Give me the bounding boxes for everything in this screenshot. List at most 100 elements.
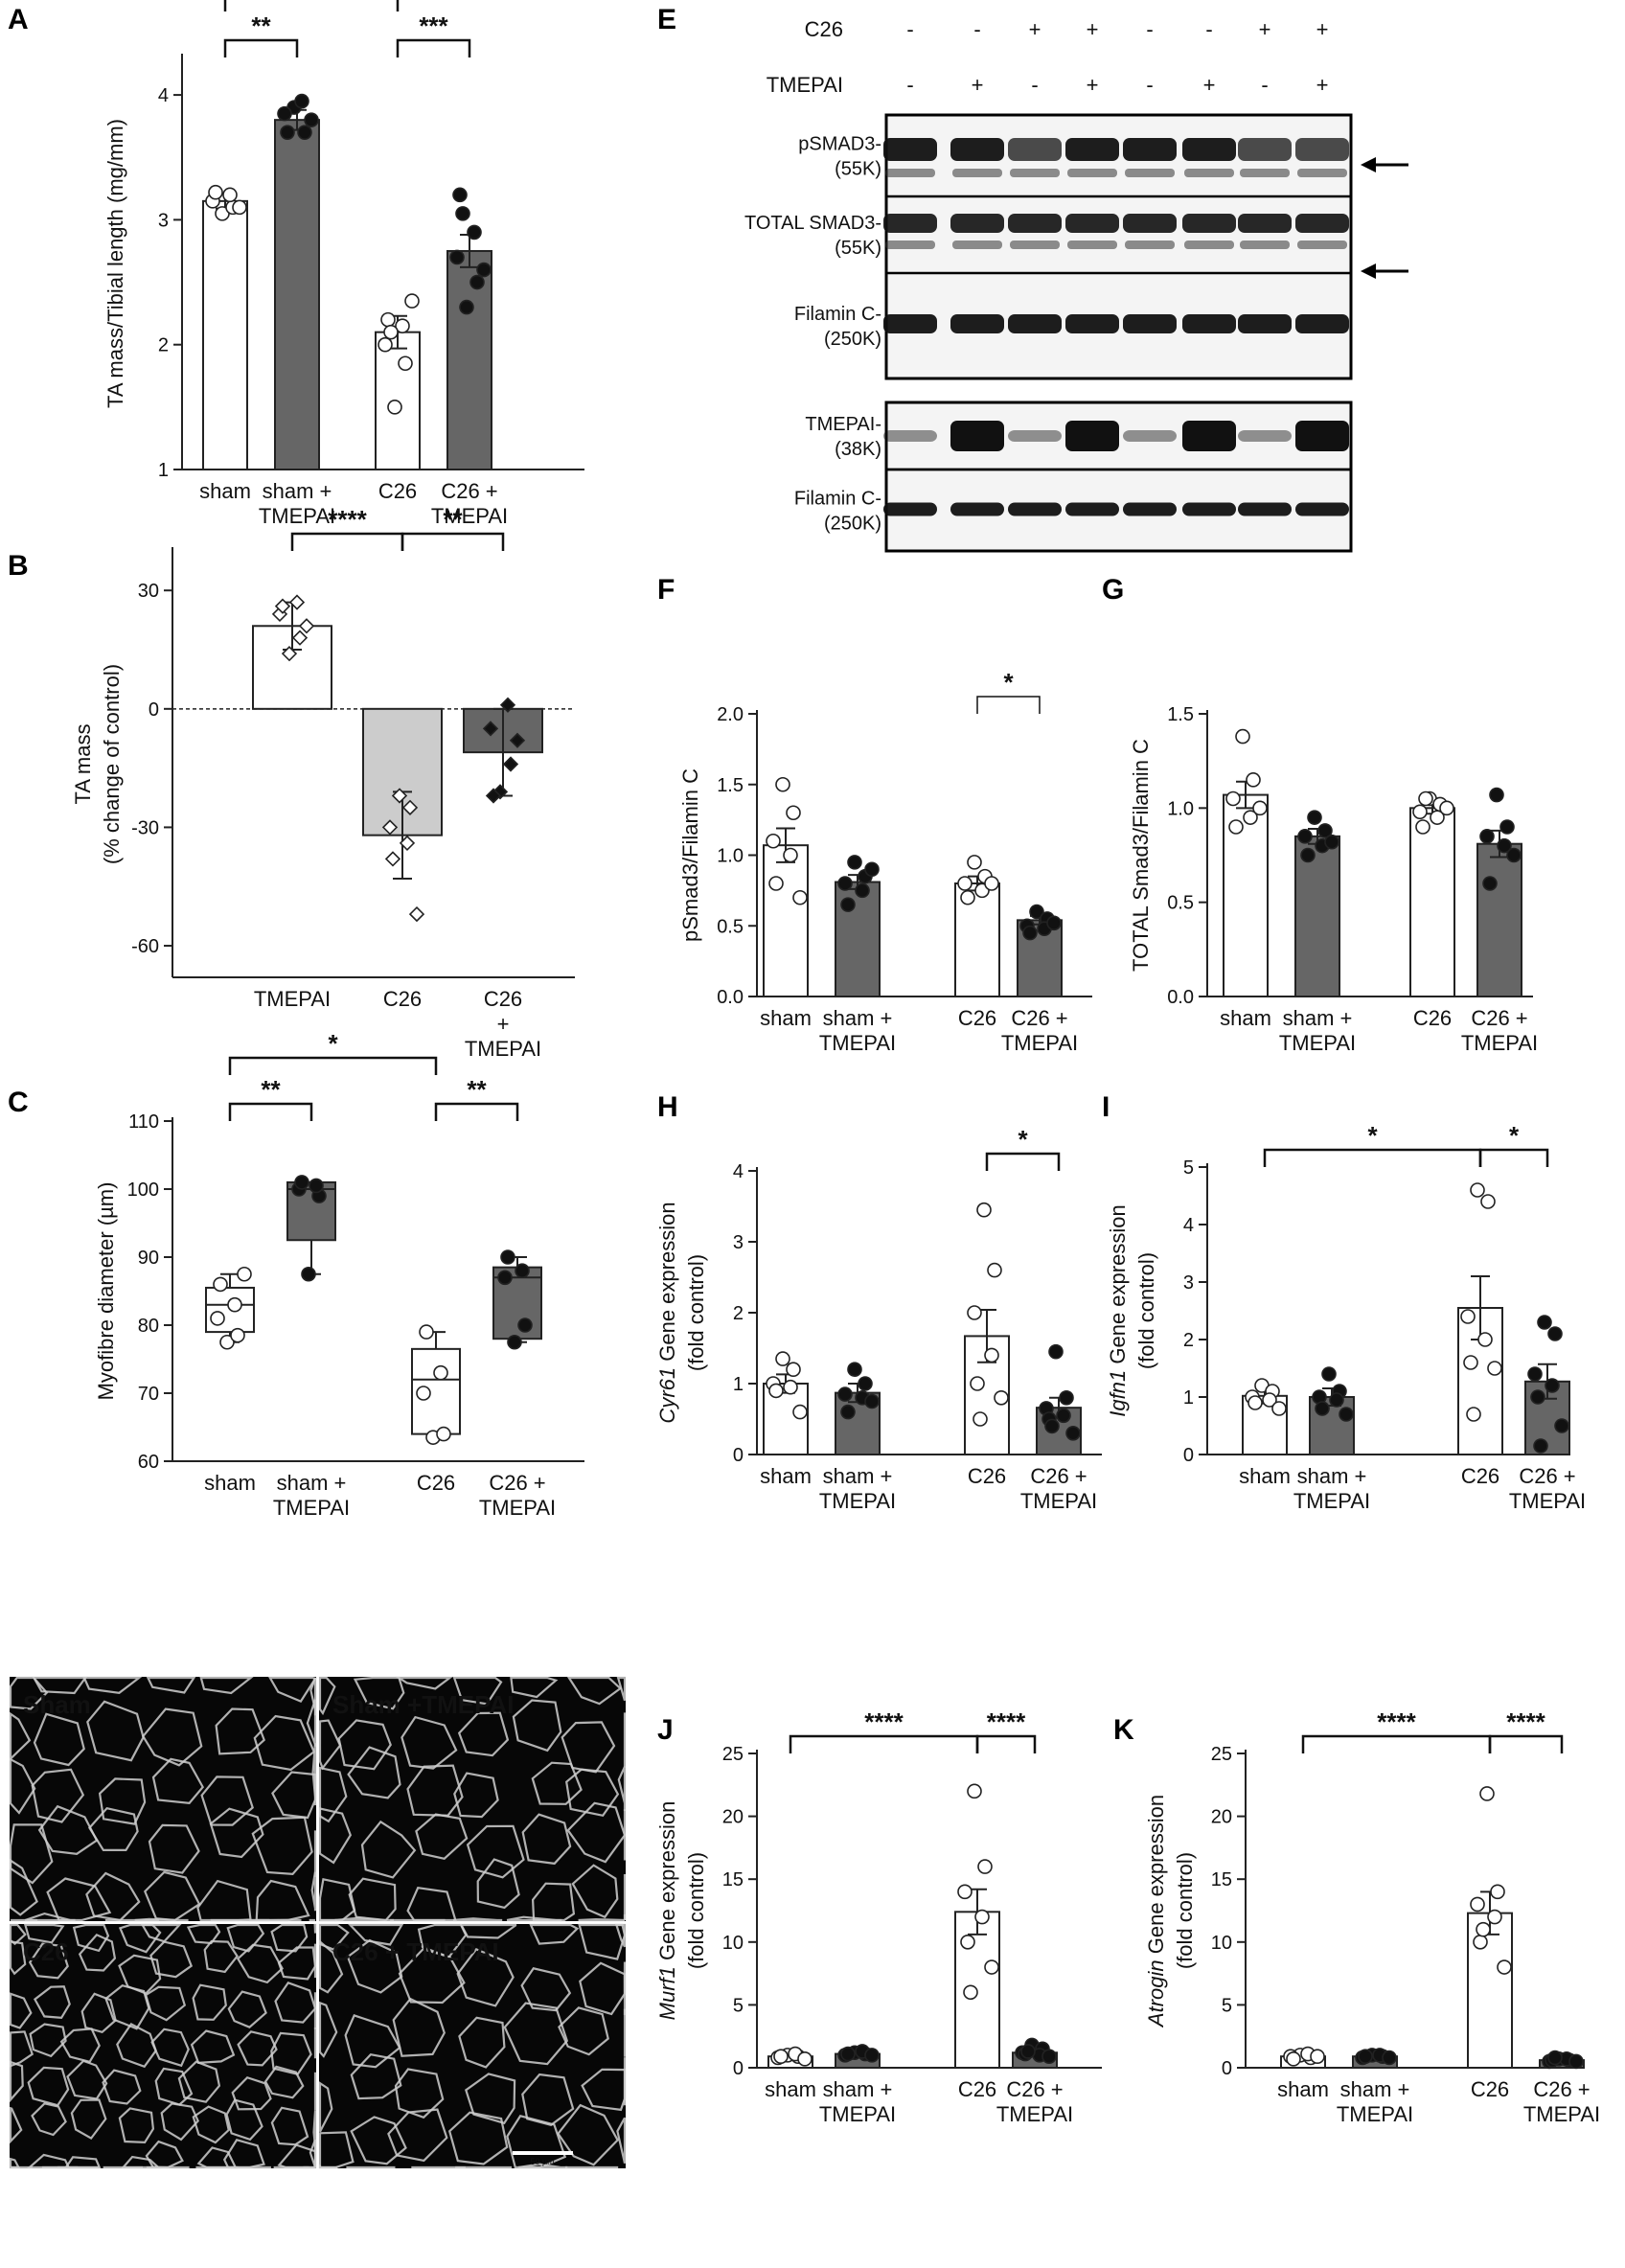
data-point [1022,925,1038,941]
data-point [783,847,798,863]
x-category-label: C26 + [1533,2077,1590,2101]
x-category-label: C26 [968,1464,1006,1488]
myofibre-outline [452,1676,503,1706]
data-point [476,262,492,278]
data-point [436,1426,451,1442]
data-point [1489,787,1504,803]
data-point [1506,847,1522,863]
data-point [232,199,247,216]
myofibre-outline [144,1985,187,2022]
data-point [380,311,396,328]
myofibre-outline [616,2117,627,2165]
data-point [1317,823,1333,838]
data-point [994,1390,1009,1406]
chart-j: J 0 5 10 15 20 25 Murf1 Gene expression (fold co… [655,1707,1102,2126]
significance-bracket [789,1734,979,1753]
x-category-label: C26 [1461,1464,1499,1488]
myofibre-outline [192,1983,227,2021]
x-category-label: TMEPAI [996,2102,1073,2126]
myofibre-outline [311,1743,317,1806]
myofibre-outline [116,2022,157,2069]
data-point [208,184,223,200]
data-point [499,697,516,713]
myofibre-outline [506,1915,562,1922]
x-category-label: TMEPAI [1337,2102,1413,2126]
blot-band-secondary [1184,169,1234,177]
data-point [1286,2051,1301,2067]
myofibre-outline [267,1676,317,1703]
x-category-label: C26 + [1471,1006,1527,1030]
myofibre-outline [344,2014,401,2069]
myofibre-outline [33,1712,85,1767]
panel-letter-g: G [1102,574,1124,606]
data-point [1537,1315,1552,1330]
data-point [1470,1182,1485,1198]
data-point [1321,1366,1337,1382]
significance-bracket [228,1102,313,1121]
blot-band [1238,214,1292,233]
x-category-label: TMEPAI [819,2102,896,2126]
data-point [967,855,982,870]
blot-band [883,138,937,161]
myofibre-outline [518,2163,568,2169]
significance-bracket [985,1152,1061,1171]
blot-band [1065,502,1119,516]
myofibre-outline [88,1806,139,1852]
x-category-label: TMEPAI [254,987,331,1011]
significance-bracket [290,532,404,551]
data-point [517,1317,533,1333]
blot-band [1008,138,1062,161]
blot-band-secondary [1125,241,1175,249]
data-point [1262,1392,1277,1408]
myofibre-outline [82,1676,143,1694]
data-point [987,1262,1002,1278]
data-point [384,851,401,867]
myofibre-outline [31,2102,67,2137]
blot-band [883,214,937,233]
data-point [1480,1194,1496,1209]
x-category-label: TMEPAI [819,1031,896,1055]
x-category-label: TMEPAI [1523,2102,1600,2126]
myofibre-outline [151,1757,205,1804]
y-axis-label-rest: Gene expression [1106,1204,1130,1369]
data-point [963,1984,978,2001]
y-tick-label: 70 [138,1384,159,1405]
y-tick-label: 20 [1211,1807,1232,1828]
significance-bracket [1488,1734,1564,1753]
x-category-label: sham + [1283,1006,1353,1030]
data-point [230,1327,245,1343]
blot-band-secondary [1297,169,1347,177]
myofibre-outline [510,1676,559,1699]
myofibre-outline [347,1923,404,1946]
myofibre-outline [458,2016,506,2069]
blot-band [950,214,1004,233]
bar [202,199,248,470]
x-category-label: C26 [1413,1006,1452,1030]
data-point [455,206,470,221]
data-point [786,805,801,821]
y-tick-label: 1 [158,460,169,481]
y-axis-label-rest: Gene expression [1144,1795,1168,1959]
data-point [291,630,309,646]
data-point [378,336,393,353]
x-category-label: C26 + [441,479,497,503]
data-point [210,1311,225,1326]
blot-row-label: TMEPAI- [805,414,881,435]
y-tick-label: 110 [128,1111,159,1133]
blot-band-secondary [885,169,935,177]
y-tick-label: 0 [1222,2058,1232,2079]
x-category-label: sham [765,2077,816,2101]
data-point [500,1249,515,1265]
blot-row-label: (55K) [835,238,881,259]
myofibre-outline [118,2107,155,2144]
y-axis-label: pSmad3/Filamin C [678,768,702,942]
data-point [984,1959,999,1975]
y-tick-label: 1.5 [1167,704,1194,725]
significance-bracket [401,532,505,551]
blot-band [883,430,937,442]
blot-band [950,502,1004,516]
data-point [1324,834,1339,850]
data-point [1473,1935,1488,1950]
myofibre-outline [9,1923,27,1946]
y-axis-label: Murf1 Gene expression [655,1801,679,2021]
